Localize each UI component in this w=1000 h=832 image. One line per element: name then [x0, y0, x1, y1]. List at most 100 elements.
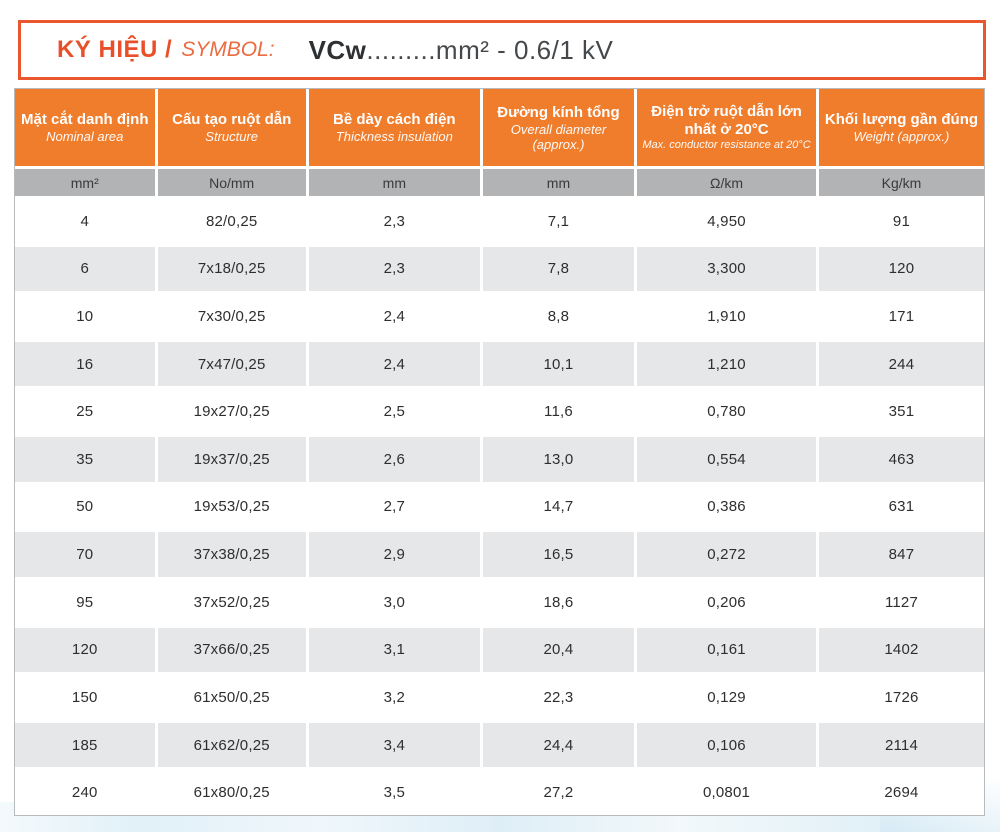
table-cell: 0,0801 [637, 770, 816, 815]
unit-cell: mm [482, 169, 635, 196]
table-cell: 10,1 [482, 341, 635, 387]
column-header-en: Overall diameter (approx.) [510, 121, 607, 152]
unit-cell: No/mm [157, 169, 306, 196]
table-cell: 3,1 [308, 627, 480, 673]
symbol-value-prefix: VCw [308, 34, 367, 65]
table-cell: 61x50/0,25 [157, 675, 306, 720]
column-header-vi: Mặt cắt danh định [21, 111, 149, 128]
column-header-vi: Cấu tạo ruột dẫn [172, 111, 292, 128]
table-cell: 0,161 [637, 627, 816, 673]
table-cell: 2114 [818, 722, 984, 768]
column-header-en: Thickness insulation [335, 129, 453, 144]
table-cell: 16,5 [482, 532, 635, 577]
table-cell: 11,6 [482, 389, 635, 435]
table-cell: 120 [818, 246, 984, 292]
table-cell: 0,386 [637, 484, 816, 530]
table-cell: 35 [15, 437, 155, 482]
table-cell: 82/0,25 [157, 199, 306, 244]
table-cell: 240 [15, 770, 155, 815]
table-cell: 0,206 [637, 579, 816, 625]
table-cell: 3,4 [308, 722, 480, 768]
column-header: Điện trở ruột dẫn lớn nhất ở 20°C Max. c… [637, 89, 816, 166]
table-cell: 0,554 [637, 437, 816, 482]
table-cell: 61x62/0,25 [157, 722, 306, 768]
symbol-value: VCw.........mm² - 0.6/1 kV [309, 35, 614, 66]
unit-cell: Kg/km [818, 169, 984, 196]
spec-table: Mặt cắt danh định Nominal area Cấu tạo r… [14, 88, 985, 816]
table-cell: 37x52/0,25 [157, 579, 306, 625]
table-cell: 19x37/0,25 [157, 437, 306, 482]
table-cell: 2694 [818, 770, 984, 815]
table-cell: 2,5 [308, 389, 480, 435]
symbol-value-rest: .........mm² - 0.6/1 kV [366, 34, 614, 65]
table-cell: 1127 [818, 579, 984, 625]
table-cell: 14,7 [482, 484, 635, 530]
table-cell: 16 [15, 341, 155, 387]
table-cell: 0,129 [637, 675, 816, 720]
column-header-en: Structure [205, 129, 259, 144]
table-cell: 61x80/0,25 [157, 770, 306, 815]
table-cell: 4 [15, 199, 155, 244]
table-cell: 0,272 [637, 532, 816, 577]
table-cell: 8,8 [482, 294, 635, 339]
column-header-vi: Điện trở ruột dẫn lớn nhất ở 20°C [651, 103, 802, 138]
table-cell: 120 [15, 627, 155, 673]
table-cell: 0,106 [637, 722, 816, 768]
table-cell: 27,2 [482, 770, 635, 815]
column-header: Mặt cắt danh định Nominal area [15, 89, 155, 166]
table-cell: 3,0 [308, 579, 480, 625]
table-cell: 2,9 [308, 532, 480, 577]
column-header-vi: Bề dày cách điện [333, 111, 456, 128]
table-cell: 22,3 [482, 675, 635, 720]
table-cell: 847 [818, 532, 984, 577]
symbol-label-en: SYMBOL: [181, 38, 275, 61]
table-cell: 7x47/0,25 [157, 341, 306, 387]
table-cell: 2,3 [308, 199, 480, 244]
table-cell: 95 [15, 579, 155, 625]
unit-cell: mm² [15, 169, 155, 196]
column-header: Cấu tạo ruột dẫn Structure [157, 89, 306, 166]
table-cell: 244 [818, 341, 984, 387]
table-cell: 171 [818, 294, 984, 339]
table-cell: 2,3 [308, 246, 480, 292]
table-cell: 2,4 [308, 294, 480, 339]
table-cell: 7,8 [482, 246, 635, 292]
table-cell: 1402 [818, 627, 984, 673]
column-header: Bề dày cách điện Thickness insulation [308, 89, 480, 166]
table-cell: 351 [818, 389, 984, 435]
table-cell: 631 [818, 484, 984, 530]
table-cell: 19x27/0,25 [157, 389, 306, 435]
unit-cell: Ω/km [637, 169, 816, 196]
table-cell: 20,4 [482, 627, 635, 673]
table-cell: 13,0 [482, 437, 635, 482]
column-header-vi: Khối lượng gần đúng [824, 111, 979, 128]
table-cell: 2,7 [308, 484, 480, 530]
table-cell: 1726 [818, 675, 984, 720]
table-cell: 70 [15, 532, 155, 577]
column-header-en: Max. conductor resistance at 20°C [642, 139, 811, 151]
table-cell: 24,4 [482, 722, 635, 768]
table-cell: 2,6 [308, 437, 480, 482]
table-cell: 4,950 [637, 199, 816, 244]
table-cell: 91 [818, 199, 984, 244]
table-cell: 1,910 [637, 294, 816, 339]
table-cell: 3,5 [308, 770, 480, 815]
column-header-en: Nominal area [46, 129, 124, 144]
symbol-label-vi: KÝ HIỆU / [57, 36, 173, 63]
table-cell: 7x30/0,25 [157, 294, 306, 339]
table-cell: 18,6 [482, 579, 635, 625]
table-cell: 50 [15, 484, 155, 530]
table-cell: 463 [818, 437, 984, 482]
table-cell: 25 [15, 389, 155, 435]
column-header-en: Weight (approx.) [853, 129, 950, 144]
table-cell: 0,780 [637, 389, 816, 435]
symbol-box: KÝ HIỆU / SYMBOL: VCw.........mm² - 0.6/… [18, 20, 986, 80]
table-cell: 6 [15, 246, 155, 292]
table-cell: 10 [15, 294, 155, 339]
table-cell: 7x18/0,25 [157, 246, 306, 292]
column-header-vi: Đường kính tổng [497, 103, 620, 121]
table-cell: 150 [15, 675, 155, 720]
table-cell: 37x38/0,25 [157, 532, 306, 577]
column-header: Đường kính tổng Overall diameter (approx… [482, 89, 635, 166]
table-cell: 3,2 [308, 675, 480, 720]
